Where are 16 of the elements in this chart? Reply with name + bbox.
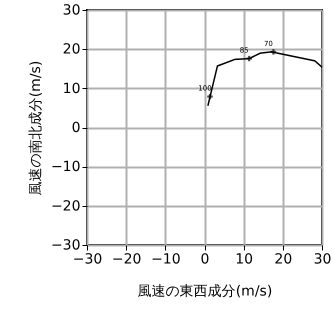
x-tick-label: −20 (112, 252, 142, 268)
y-tick-label: 20 (62, 42, 80, 58)
y-tick-label: 0 (72, 120, 80, 136)
y-tick-label: 10 (62, 80, 80, 97)
x-tick-label: 10 (235, 252, 254, 268)
y-tick-label: −20 (50, 198, 80, 214)
y-tick-label: −10 (50, 159, 80, 176)
x-tick-label: −10 (151, 252, 181, 268)
y-tick-label: 30 (62, 2, 80, 18)
x-tick-label: 0 (200, 252, 210, 268)
y-tick-label: −30 (50, 238, 80, 254)
y-axis-title: 風速の南北成分(m/s) (28, 60, 44, 196)
x-tick-label: 30 (314, 252, 332, 268)
x-tick-label: −30 (72, 252, 102, 268)
x-tick-label: 20 (274, 252, 292, 268)
x-axis-title: 風速の東西成分(m/s) (138, 284, 272, 300)
